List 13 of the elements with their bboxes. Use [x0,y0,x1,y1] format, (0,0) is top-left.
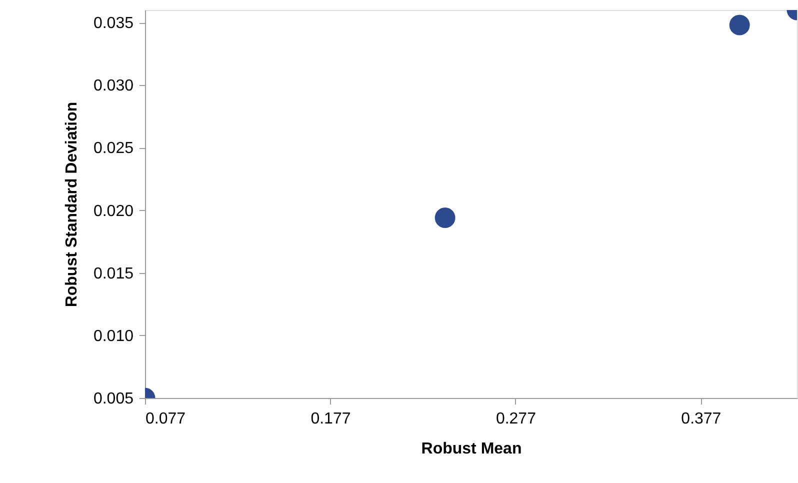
y-tick-label: 0.030 [93,78,134,95]
y-tick-label: 0.020 [93,202,134,220]
x-tick-label: 0.077 [146,410,186,428]
y-tick-label: 0.025 [93,140,134,158]
x-axis-title: Robust Mean [421,440,522,458]
y-tick-label: 0.015 [93,265,134,282]
y-tick-label: 0.005 [93,390,134,408]
y-tick-label: 0.010 [93,328,134,345]
x-tick-label: 0.177 [310,410,351,428]
y-tick-label: 0.035 [93,15,134,32]
x-tick-label: 0.277 [496,410,536,428]
y-axis-title: Robust Standard Deviation [63,102,80,308]
x-tick-label: 0.377 [681,410,722,428]
